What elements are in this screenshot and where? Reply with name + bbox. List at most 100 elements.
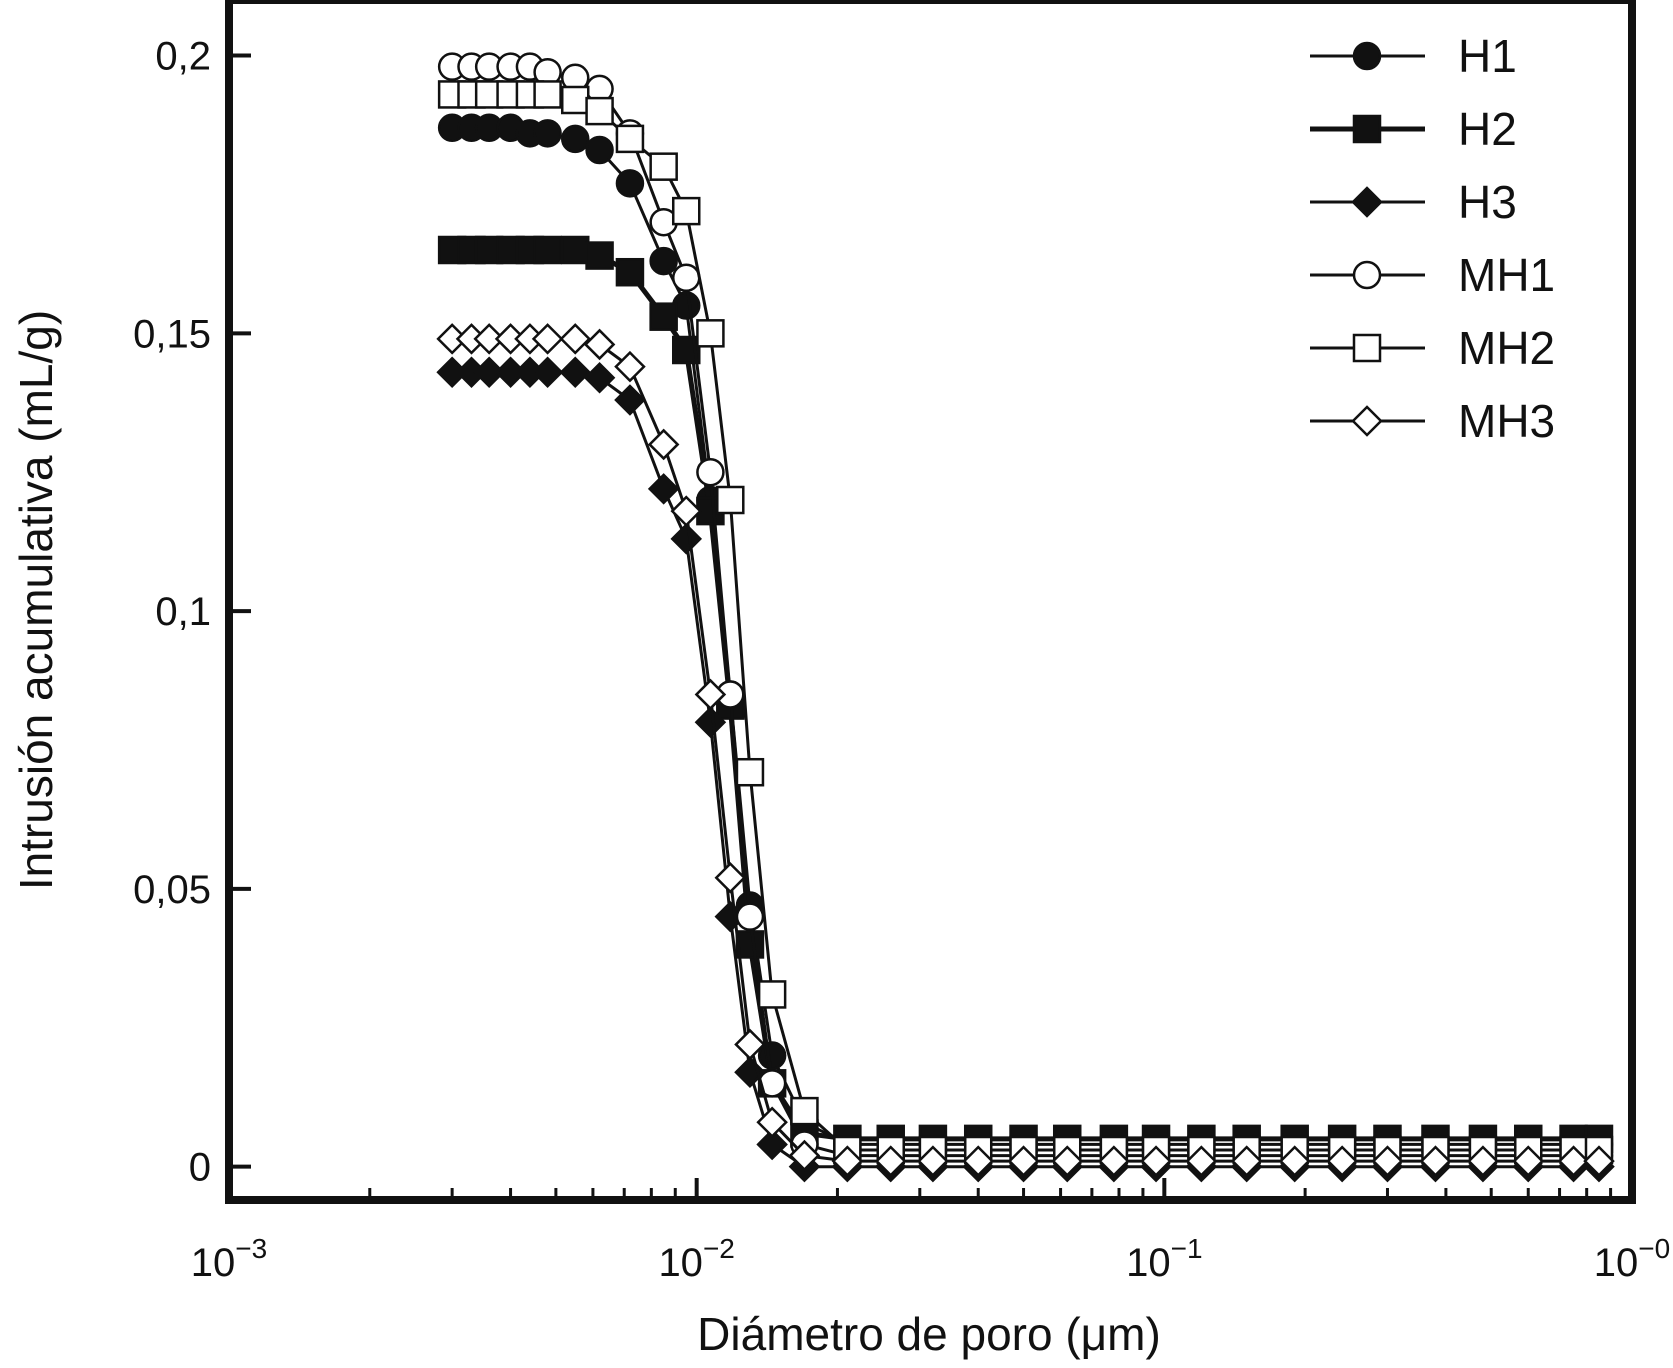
legend-label: MH3 xyxy=(1458,395,1555,447)
data-point-h3 xyxy=(583,362,616,394)
y-tick-label: 0,1 xyxy=(155,590,211,634)
data-point-mh3 xyxy=(714,862,747,894)
data-point-mh3 xyxy=(1230,1145,1263,1177)
data-point-mh3 xyxy=(756,1106,788,1138)
x-tick-label: 10−1 xyxy=(1126,1233,1202,1285)
data-point-mh3 xyxy=(647,428,680,461)
data-point-mh2 xyxy=(735,757,765,787)
series-layer xyxy=(436,52,1615,1183)
legend-item-h2: H2 xyxy=(1310,103,1517,155)
data-point-mh2 xyxy=(696,319,725,348)
data-point-h2 xyxy=(649,302,678,331)
data-point-mh3 xyxy=(614,350,646,383)
data-point-mh3 xyxy=(962,1145,994,1177)
data-point-h1 xyxy=(560,124,590,154)
plot-frame xyxy=(225,0,1636,1204)
data-point-mh3 xyxy=(1326,1145,1358,1177)
data-point-mh1 xyxy=(735,902,765,931)
y-axis-title: Intrusión acumulativa (mL/g) xyxy=(10,310,62,890)
data-point-mh3 xyxy=(1419,1145,1452,1177)
series-line-mh2 xyxy=(452,92,1599,1152)
data-point-h2 xyxy=(560,235,590,265)
legend-label: H3 xyxy=(1458,176,1517,228)
data-point-mh3 xyxy=(1557,1145,1590,1177)
data-point-h3 xyxy=(559,356,592,388)
series-line-h3 xyxy=(452,370,1599,1169)
series-line-h2 xyxy=(452,247,1599,1142)
legend-label: MH1 xyxy=(1458,249,1555,301)
x-axis-title: Diámetro de poro (μm) xyxy=(697,1308,1161,1360)
data-point-h3 xyxy=(694,706,727,738)
data-point-mh3 xyxy=(1098,1145,1130,1177)
data-point-h2 xyxy=(533,235,562,265)
legend-item-mh2: MH2 xyxy=(1310,322,1555,374)
y-tick-label: 0,2 xyxy=(155,35,211,79)
data-point-mh2 xyxy=(757,980,787,1009)
series-line-mh1 xyxy=(452,65,1599,1158)
legend-marker xyxy=(1352,114,1382,144)
data-point-mh3 xyxy=(1185,1145,1218,1177)
legend-layer: H1 H2 H3 MH1 MH2 MH3 xyxy=(1310,30,1555,447)
data-point-mh2 xyxy=(790,1096,819,1126)
data-point-h2 xyxy=(615,257,645,287)
data-point-mh3 xyxy=(531,323,564,355)
data-point-mh1 xyxy=(671,263,701,293)
data-point-mh3 xyxy=(1278,1145,1311,1177)
x-tick-label: 10−3 xyxy=(191,1233,267,1285)
data-point-mh1 xyxy=(757,1069,787,1098)
data-point-mh3 xyxy=(1051,1145,1084,1177)
legend-label: H2 xyxy=(1458,103,1517,155)
data-point-mh3 xyxy=(831,1145,864,1177)
data-point-h3 xyxy=(670,523,703,555)
data-point-mh3 xyxy=(874,1145,907,1177)
data-point-h3 xyxy=(473,356,505,388)
data-point-mh2 xyxy=(649,152,678,181)
data-point-h2 xyxy=(735,930,765,959)
legend-marker xyxy=(1352,333,1382,363)
legend-item-h1: H1 xyxy=(1310,30,1517,82)
data-point-mh2 xyxy=(560,85,590,115)
series-h3 xyxy=(436,356,1615,1183)
legend-marker xyxy=(1352,41,1382,71)
data-point-mh1 xyxy=(696,457,725,487)
data-point-mh3 xyxy=(670,495,703,527)
data-point-mh3 xyxy=(559,323,592,355)
y-tick-label: 0,15 xyxy=(133,312,211,356)
data-point-mh3 xyxy=(583,328,616,361)
x-tick-label: 10−0 xyxy=(1594,1233,1670,1285)
legend-marker xyxy=(1352,260,1382,290)
data-point-mh2 xyxy=(585,96,614,126)
legend-item-mh1: MH1 xyxy=(1310,249,1555,301)
data-point-h1 xyxy=(533,119,562,148)
data-point-mh2 xyxy=(716,485,745,515)
data-point-h3 xyxy=(647,473,680,505)
data-point-h3 xyxy=(756,1128,788,1161)
y-tick-label: 0 xyxy=(189,1146,211,1190)
legend-label: MH2 xyxy=(1458,322,1555,374)
data-point-mh3 xyxy=(788,1139,821,1172)
data-point-h3 xyxy=(614,384,646,416)
data-point-h1 xyxy=(585,135,614,165)
series-mh2 xyxy=(437,80,1614,1165)
data-point-h2 xyxy=(585,241,614,270)
data-point-mh3 xyxy=(473,323,505,355)
data-point-mh3 xyxy=(1467,1145,1499,1177)
legend-marker xyxy=(1351,405,1383,437)
data-point-mh3 xyxy=(734,1028,766,1061)
data-point-mh3 xyxy=(1007,1145,1040,1177)
series-h2 xyxy=(437,235,1614,1154)
data-point-h1 xyxy=(649,246,678,276)
legend-marker xyxy=(1351,186,1383,218)
series-mh3 xyxy=(436,323,1615,1177)
series-mh1 xyxy=(437,52,1614,1170)
series-line-mh3 xyxy=(452,337,1599,1163)
data-point-mh3 xyxy=(1140,1145,1172,1177)
x-tick-label: 10−2 xyxy=(658,1233,734,1285)
legend-item-h3: H3 xyxy=(1310,176,1517,228)
data-point-mh2 xyxy=(615,124,645,154)
data-point-h3 xyxy=(531,356,564,388)
legend-label: H1 xyxy=(1458,30,1517,82)
ticks-layer: 0 0,05 0,1 0,15 0,2 10−3 10−2 10−1 10−0 xyxy=(133,35,1670,1285)
data-point-mh3 xyxy=(917,1145,949,1177)
